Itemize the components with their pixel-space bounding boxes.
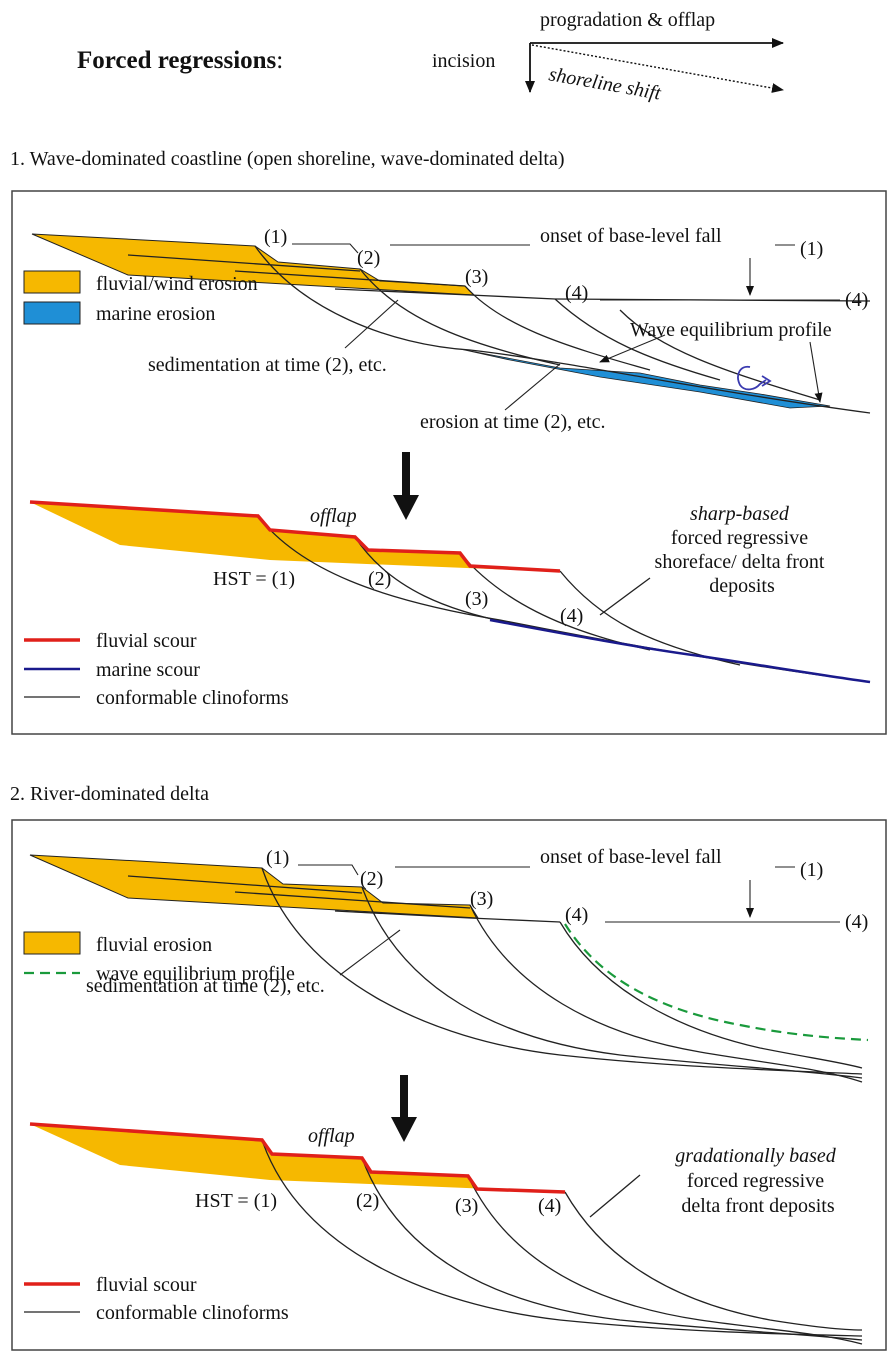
s1-erosion-label: erosion at time (2), etc.	[420, 411, 606, 433]
s1-top-clinoforms	[127, 245, 871, 414]
s1-onset-lines	[292, 243, 840, 411]
s2-down-arrow	[391, 1075, 417, 1142]
legend-conformable-label: conformable clinoforms	[96, 687, 289, 709]
s1-sedimentation-label: sedimentation at time (2), etc.	[148, 354, 387, 376]
s1-bottom-label-4: (4)	[560, 605, 583, 627]
legend2-fluvial-scour-label: fluvial scour	[96, 1274, 197, 1296]
legend-marine-scour-label: marine scour	[96, 659, 200, 681]
s2-onset-right-1: (1)	[800, 859, 823, 881]
s2-sedimentation-label: sedimentation at time (2), etc.	[86, 975, 325, 997]
s1-onset-right-4: (4)	[845, 289, 868, 311]
s2-offlap-label: offlap	[308, 1125, 355, 1147]
s2-onset-label: onset of base-level fall	[540, 846, 722, 868]
incision-label: incision	[432, 50, 495, 72]
s1-onset-right-1: (1)	[800, 238, 823, 260]
s2-label-1: (1)	[266, 847, 289, 869]
s1-fluvial-scour-line	[29, 500, 561, 573]
s2-bottom-clinoforms	[261, 1139, 863, 1345]
s2-top-clinoforms	[127, 867, 863, 1083]
s1-label-1: (1)	[264, 226, 287, 248]
s2-wave-profile-dashed	[564, 923, 869, 1042]
s2-label-4: (4)	[565, 904, 588, 926]
s2-hst-label: HST = (1)	[195, 1190, 277, 1212]
s2-bottom-label-4: (4)	[538, 1195, 561, 1217]
s1-offlap-label: offlap	[310, 505, 357, 527]
s1-marine-scour-line	[489, 618, 871, 684]
s2-bottom-fluvial-fill	[30, 1124, 565, 1192]
s1-bottom-label-2: (2)	[368, 568, 391, 590]
legend-marine-erosion-swatch	[23, 301, 81, 325]
s2-note: gradationally based forced regressive de…	[675, 1145, 841, 1217]
legend-fluvial-scour-label: fluvial scour	[96, 630, 197, 652]
s1-label-2: (2)	[357, 247, 380, 269]
s2-onset-right-4: (4)	[845, 911, 868, 933]
section2-heading: 2. River-dominated delta	[10, 783, 209, 805]
s2-label-2: (2)	[360, 868, 383, 890]
s2-bottom-label-2: (2)	[356, 1190, 379, 1212]
s1-bottom-fluvial-fill	[30, 502, 540, 571]
section1-heading: 1. Wave-dominated coastline (open shorel…	[10, 148, 565, 170]
shoreline-shift-label: shoreline shift	[547, 63, 663, 104]
legend-fluvial-wind-erosion-label: fluvial/wind erosion	[96, 273, 258, 295]
s2-fluvial-scour-line	[29, 1122, 566, 1194]
s2-fluvial-erosion-fill	[29, 854, 479, 919]
s2-label-3: (3)	[470, 888, 493, 910]
s1-label-3: (3)	[465, 266, 488, 288]
legend-fluvial-wind-erosion-swatch	[23, 270, 81, 294]
s1-label-4: (4)	[565, 282, 588, 304]
s1-bottom-label-3: (3)	[465, 588, 488, 610]
s2-onset-lines	[298, 864, 840, 976]
s1-onset-label: onset of base-level fall	[540, 225, 722, 247]
legend-fluvial-erosion-label: fluvial erosion	[96, 934, 212, 956]
s2-bottom-label-3: (3)	[455, 1195, 478, 1217]
legend-wave-profile-label: wave equilibrium profile	[96, 963, 295, 985]
handdrawn-rotate-icon	[737, 365, 767, 391]
legend2-conformable-label: conformable clinoforms	[96, 1302, 289, 1324]
diagram-title: Forced regressions:	[77, 47, 283, 74]
legend-fluvial-erosion-swatch	[23, 931, 81, 955]
s1-hst-label: HST = (1)	[213, 568, 295, 590]
legend-marine-erosion-label: marine erosion	[96, 303, 215, 325]
shoreline-shift-arrow	[531, 44, 784, 93]
s1-down-arrow	[393, 452, 419, 520]
s1-note: sharp-based forced regressive shoreface/…	[655, 503, 830, 597]
progradation-label: progradation & offlap	[540, 9, 715, 31]
s1-wave-profile-label: Wave equilibrium profile	[630, 319, 832, 341]
section1-panel	[11, 190, 887, 735]
section2-panel	[11, 819, 887, 1351]
